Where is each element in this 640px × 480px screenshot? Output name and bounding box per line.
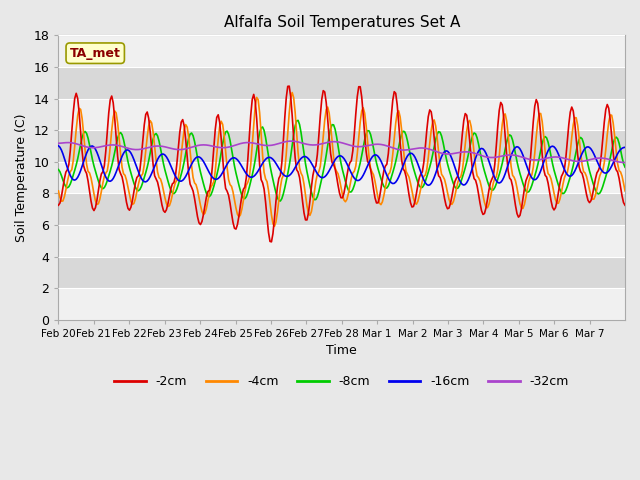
Bar [58, 98, 625, 130]
Legend: -2cm, -4cm, -8cm, -16cm, -32cm: -2cm, -4cm, -8cm, -16cm, -32cm [109, 370, 574, 393]
Bar [58, 225, 625, 256]
Title: Alfalfa Soil Temperatures Set A: Alfalfa Soil Temperatures Set A [223, 15, 460, 30]
Y-axis label: Soil Temperature (C): Soil Temperature (C) [15, 113, 28, 242]
Text: TA_met: TA_met [70, 47, 121, 60]
Bar [58, 256, 625, 288]
Bar [58, 193, 625, 225]
Bar [58, 36, 625, 67]
X-axis label: Time: Time [326, 344, 357, 357]
Bar [58, 67, 625, 98]
Bar [58, 288, 625, 320]
Bar [58, 162, 625, 193]
Bar [58, 130, 625, 162]
